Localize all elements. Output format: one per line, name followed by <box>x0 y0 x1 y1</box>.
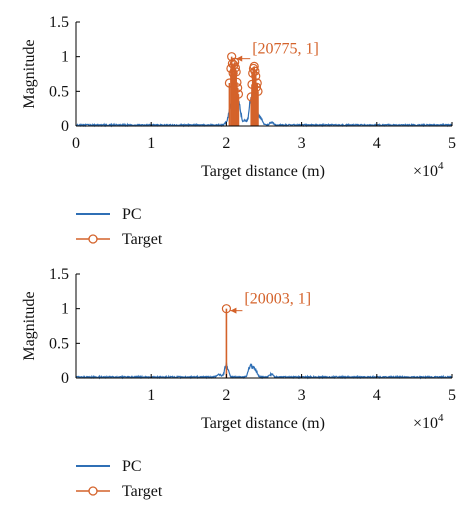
target-marker <box>251 71 261 81</box>
target-marker <box>253 86 263 96</box>
x-tick-label: 0 <box>72 135 80 152</box>
legend-2: PC Target <box>76 458 163 500</box>
x-tick-label: 1 <box>147 387 155 404</box>
x-ticks: 0 1 2 3 4 5 <box>72 122 456 152</box>
target-marker <box>233 83 243 93</box>
y-tick-label: 1 <box>61 49 69 66</box>
pc-series-line <box>75 362 453 380</box>
target-marker <box>230 63 241 73</box>
x-tick-label: 3 <box>298 135 306 152</box>
target-marker <box>221 304 232 314</box>
x-tick-label: 2 <box>222 135 230 152</box>
y-ticks: 0 0.5 1 1.5 <box>49 14 80 135</box>
target-marker <box>230 57 240 67</box>
chart-1: [20775, 1] 0 1 2 3 4 5 0 0.5 1 1.5 Magnitude Tar… <box>21 14 456 180</box>
y-tick-label: 1.5 <box>49 14 69 31</box>
x-tick-label: 1 <box>147 135 155 152</box>
x-tick-label: 3 <box>298 387 306 404</box>
target-marker <box>231 67 241 77</box>
x-multiplier: ×104 <box>413 412 444 432</box>
x-tick-label: 4 <box>373 135 381 152</box>
y-tick-label: 1 <box>61 301 69 318</box>
y-tick-label: 0 <box>61 370 69 387</box>
y-ticks: 0 0.5 1 1.5 <box>49 266 80 387</box>
y-tick-label: 0 <box>61 118 69 135</box>
y-tick-label: 0.5 <box>49 83 69 100</box>
x-multiplier: ×104 <box>413 160 444 180</box>
chart-2: [20003, 1] 1 2 3 4 5 0 0.5 1 1.5 Magnitude Targ… <box>21 266 456 432</box>
target-marker <box>227 52 237 62</box>
target-series <box>221 304 232 378</box>
chart-2-plot-area: [20003, 1] <box>75 291 453 380</box>
target-marker <box>232 77 242 87</box>
y-tick-label: 0.5 <box>49 335 69 352</box>
x-axis-label: Target distance (m) <box>201 415 325 432</box>
annotation-text: [20003, 1] <box>244 291 311 308</box>
x-tick-label: 2 <box>222 387 230 404</box>
x-tick-label: 5 <box>448 387 456 404</box>
legend-1: PC Target <box>76 206 163 248</box>
legend-pc-label: PC <box>122 458 142 475</box>
x-ticks: 1 2 3 4 5 <box>147 374 456 404</box>
legend-pc-label: PC <box>122 206 142 223</box>
legend-target-marker <box>88 486 98 496</box>
x-tick-label: 4 <box>373 387 381 404</box>
target-series <box>224 52 263 126</box>
target-marker <box>250 66 260 76</box>
data-tip-annotation: [20003, 1] <box>230 291 311 314</box>
target-marker <box>233 89 244 99</box>
legend-target-label: Target <box>122 231 163 248</box>
y-tick-label: 1.5 <box>49 266 69 283</box>
y-axis-label: Magnitude <box>21 291 38 360</box>
annotation-arrow <box>236 55 243 62</box>
x-axis-label: Target distance (m) <box>201 163 325 180</box>
target-marker <box>249 61 259 71</box>
legend-target-label: Target <box>122 483 163 500</box>
annotation-arrow <box>230 307 237 314</box>
pc-series-line <box>75 89 453 128</box>
y-axis-label: Magnitude <box>21 39 38 108</box>
data-tip-annotation: [20775, 1] <box>236 41 319 62</box>
x-tick-label: 5 <box>448 135 456 152</box>
chart-1-plot-area: [20775, 1] <box>75 41 453 128</box>
annotation-text: [20775, 1] <box>252 41 319 58</box>
legend-target-marker <box>88 234 98 244</box>
